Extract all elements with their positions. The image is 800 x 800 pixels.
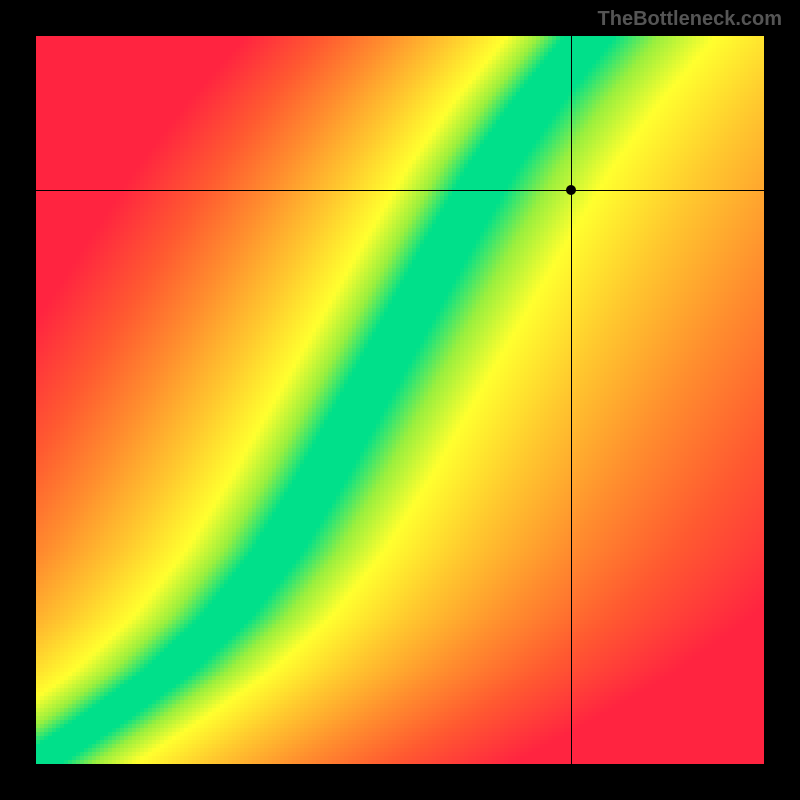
heatmap-canvas <box>36 36 764 764</box>
crosshair-vertical <box>571 36 572 764</box>
heatmap-plot-area <box>36 36 764 764</box>
crosshair-horizontal <box>36 190 764 191</box>
watermark-text: TheBottleneck.com <box>598 8 782 31</box>
marker-dot <box>566 185 576 195</box>
